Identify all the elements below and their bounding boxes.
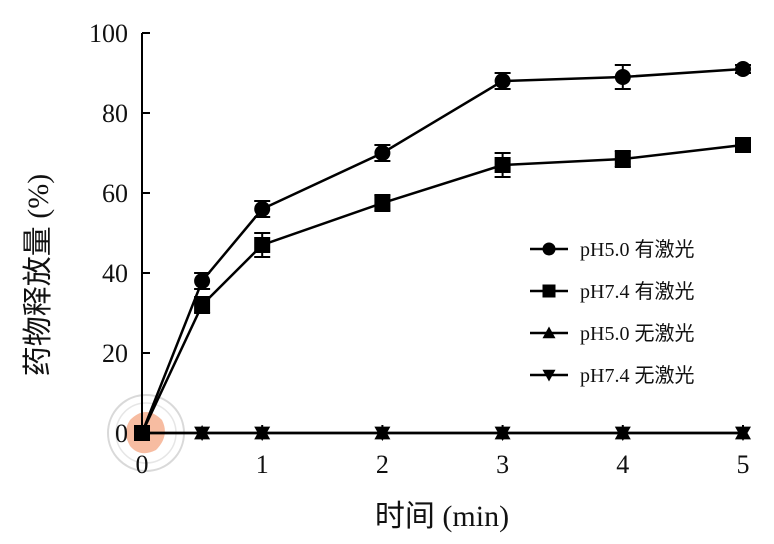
data-point (735, 61, 751, 77)
y-tick-label: 40 (102, 259, 128, 288)
data-point (374, 145, 391, 161)
data-point (254, 237, 271, 253)
data-point (494, 73, 511, 89)
data-point (542, 242, 556, 256)
y-tick-label: 60 (102, 179, 128, 208)
data-point (254, 201, 271, 217)
data-point (542, 369, 556, 382)
y-axis-label: 药物释放量 (%) (22, 174, 55, 376)
data-point (134, 426, 150, 441)
y-tick-label: 100 (89, 19, 128, 48)
y-tick-label: 20 (102, 339, 128, 368)
x-axis-label: 时间 (min) (375, 500, 509, 533)
data-point (194, 426, 211, 441)
data-point (494, 426, 511, 441)
legend-label: pH5.0 有激光 (580, 238, 694, 261)
chart-legend: pH5.0 有激光 pH7.4 有激光 pH5.0 无激光 pH7.4 无激光 (530, 238, 694, 387)
legend-label: pH7.4 无激光 (580, 364, 694, 387)
y-tick-label: 0 (115, 419, 128, 448)
data-point (254, 426, 271, 441)
data-point (374, 426, 391, 441)
legend-entry: pH5.0 无激光 (530, 322, 694, 345)
series-triangle-down (134, 426, 751, 441)
data-point (614, 426, 631, 441)
legend-entry: pH7.4 有激光 (530, 280, 694, 303)
series-layer (134, 61, 751, 441)
x-tick-label: 5 (737, 450, 750, 479)
data-point (494, 157, 511, 173)
data-point (614, 69, 631, 85)
x-tick-label: 0 (136, 450, 149, 479)
y-tick-label: 80 (102, 99, 128, 128)
legend-entry: pH5.0 有激光 (530, 238, 694, 261)
x-tick-label: 1 (256, 450, 269, 479)
data-point (194, 273, 211, 289)
x-tick-label: 2 (376, 450, 389, 479)
legend-entry: pH7.4 无激光 (530, 364, 694, 387)
x-tick-label: 3 (496, 450, 509, 479)
data-point (542, 326, 556, 339)
axis-ticks: 0 20 40 60 80 100 0 1 2 3 4 5 (89, 19, 750, 479)
data-point (614, 151, 631, 167)
data-point (542, 284, 556, 298)
data-point (735, 426, 751, 441)
data-point (194, 297, 211, 313)
legend-label: pH5.0 无激光 (580, 322, 694, 345)
legend-label: pH7.4 有激光 (580, 280, 694, 303)
x-tick-label: 4 (616, 450, 629, 479)
data-point (735, 137, 751, 153)
data-point (374, 195, 391, 211)
